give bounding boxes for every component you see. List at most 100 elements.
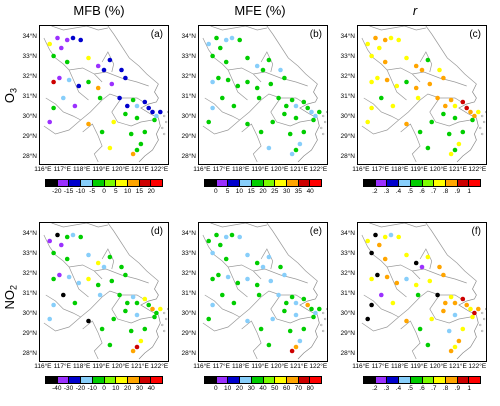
- station-marker: [109, 81, 115, 87]
- station-marker: [130, 97, 136, 103]
- lat-tick-label: 34°N: [340, 230, 355, 237]
- station-marker: [365, 316, 370, 322]
- colorbar-tick-label: .2: [372, 385, 378, 392]
- colorbar-segment: [457, 180, 470, 186]
- lat-tick-label: 28°N: [340, 350, 355, 357]
- colorbar-segment: [399, 180, 411, 186]
- station-marker: [452, 312, 458, 318]
- station-marker: [425, 57, 431, 63]
- colorbar-segment: [57, 377, 70, 383]
- station-marker: [55, 35, 60, 41]
- colorbar-segment: [240, 180, 252, 186]
- station-marker: [86, 121, 91, 127]
- lat-tick-label: 32°N: [22, 73, 37, 80]
- station-marker: [464, 105, 469, 111]
- province-boundary: [51, 26, 108, 31]
- colorbar-tick-label: 10: [223, 385, 232, 392]
- station-marker: [425, 254, 431, 260]
- station-marker: [297, 141, 303, 147]
- island: [163, 132, 166, 136]
- station-marker: [97, 95, 103, 101]
- colorbar-segment: [104, 377, 117, 383]
- station-marker: [369, 53, 374, 59]
- station-marker: [111, 316, 116, 322]
- station-marker: [470, 314, 475, 320]
- station-marker: [86, 55, 91, 61]
- station-marker: [47, 119, 52, 125]
- colorbar-tick-label: 40: [306, 188, 314, 195]
- station-marker: [86, 79, 91, 85]
- station-marker: [237, 37, 242, 43]
- colorbar-segment: [81, 377, 93, 383]
- station-marker: [448, 294, 454, 300]
- station-marker: [460, 99, 466, 105]
- station-marker: [130, 294, 136, 300]
- colorbar-tick-label: 20: [147, 188, 155, 195]
- colorbar-mfb_o3: [45, 179, 163, 187]
- station-marker: [456, 338, 462, 344]
- column-title-r: r: [412, 3, 418, 18]
- colorbar-tick-label: -10: [87, 385, 97, 392]
- lat-tick-label: 31°N: [22, 290, 37, 297]
- colorbar-segment: [387, 377, 400, 383]
- station-marker: [384, 274, 390, 280]
- station-marker: [107, 57, 113, 63]
- colorbar-tick-label: 15: [247, 188, 255, 195]
- station-marker: [142, 129, 148, 135]
- colorbar-tick-label: -30: [63, 385, 74, 392]
- colorbar-tick-label: 20: [235, 385, 243, 392]
- station-marker: [245, 55, 250, 61]
- station-marker: [404, 252, 409, 258]
- station-marker: [125, 103, 130, 109]
- station-marker: [282, 111, 287, 117]
- island: [482, 317, 486, 321]
- colorbar-tick-label: -20: [75, 385, 86, 392]
- station-marker: [70, 232, 76, 238]
- station-marker: [419, 67, 425, 73]
- station-marker: [57, 272, 62, 278]
- station-marker: [448, 97, 454, 103]
- station-marker: [260, 67, 266, 73]
- station-marker: [225, 77, 231, 83]
- station-marker: [95, 85, 101, 91]
- map-panel-f: (f): [357, 222, 487, 362]
- station-marker: [86, 276, 91, 282]
- colorbar-tick-label: .6: [419, 385, 425, 392]
- colorbar-tick-label: 40: [259, 385, 267, 392]
- station-marker: [375, 75, 380, 81]
- island: [481, 114, 484, 118]
- station-marker: [64, 59, 70, 65]
- colorbar-tick-label: .4: [395, 188, 402, 195]
- station-marker: [394, 83, 400, 89]
- colorbar-tick-label: 70: [294, 385, 302, 392]
- lon-tick-label: 117°E: [53, 363, 71, 370]
- panel-letter-c: (c): [469, 29, 481, 40]
- station-marker: [210, 53, 215, 59]
- lat-tick-label: 32°N: [340, 270, 355, 277]
- province-boundary: [202, 119, 240, 135]
- lat-tick-label: 34°N: [181, 230, 196, 237]
- station-marker: [293, 147, 299, 153]
- colorbar-tick-label: 0: [102, 188, 106, 195]
- island: [323, 120, 327, 124]
- island: [163, 311, 166, 315]
- colorbar-segment: [127, 377, 140, 383]
- station-marker: [86, 318, 91, 324]
- colorbar-tick-label: 80: [306, 385, 314, 392]
- province-boundary: [369, 26, 426, 31]
- province-boundary: [43, 37, 103, 83]
- colorbar-segment: [298, 377, 311, 383]
- colorbar-segment: [240, 377, 252, 383]
- station-marker: [214, 35, 219, 41]
- station-marker: [382, 256, 388, 262]
- station-marker: [146, 105, 151, 111]
- lon-tick-label: 120°E: [270, 166, 289, 173]
- station-marker: [223, 59, 229, 65]
- lon-tick-label: 121°E: [449, 363, 467, 370]
- station-marker: [119, 67, 124, 73]
- island: [479, 323, 482, 327]
- lat-tick-label: 30°N: [340, 310, 355, 317]
- lon-tick-label: 116°E: [352, 363, 370, 370]
- station-marker: [293, 103, 299, 109]
- lat-tick-label: 34°N: [181, 33, 196, 40]
